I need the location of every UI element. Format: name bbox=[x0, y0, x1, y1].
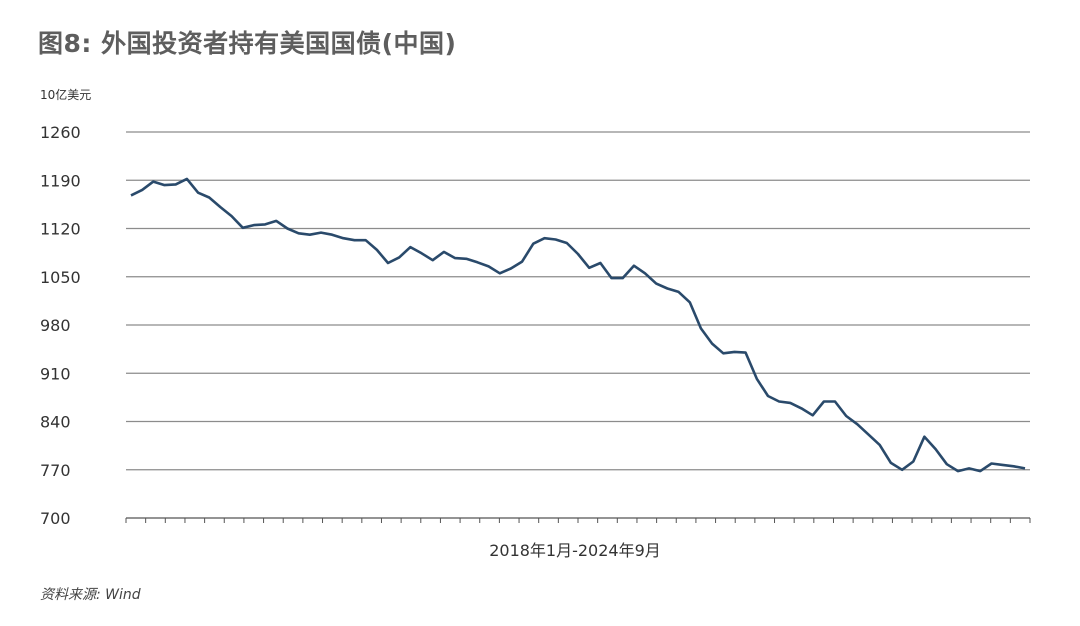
y-tick-label: 980 bbox=[40, 316, 71, 335]
chart-title: 图8: 外国投资者持有美国国债(中国) bbox=[38, 29, 457, 58]
y-tick-label: 1050 bbox=[40, 268, 81, 287]
source-note: 资料来源: Wind bbox=[40, 587, 141, 603]
y-tick-label: 910 bbox=[40, 364, 71, 383]
gridlines bbox=[126, 131, 1030, 471]
y-tick-label: 1190 bbox=[40, 171, 81, 190]
y-tick-label: 770 bbox=[40, 461, 71, 480]
y-tick-labels: 700 770 840 910 980 1050 1120 1190 1260 bbox=[40, 123, 81, 528]
y-tick-label: 700 bbox=[40, 509, 71, 528]
y-tick-label: 840 bbox=[40, 413, 71, 432]
y-tick-label: 1120 bbox=[40, 220, 81, 239]
x-axis bbox=[125, 517, 1031, 523]
y-tick-label: 1260 bbox=[40, 123, 81, 142]
x-axis-label: 2018年1月-2024年9月 bbox=[489, 541, 661, 560]
y-axis-unit-label: 10亿美元 bbox=[40, 88, 92, 102]
series-layer bbox=[130, 177, 1026, 473]
